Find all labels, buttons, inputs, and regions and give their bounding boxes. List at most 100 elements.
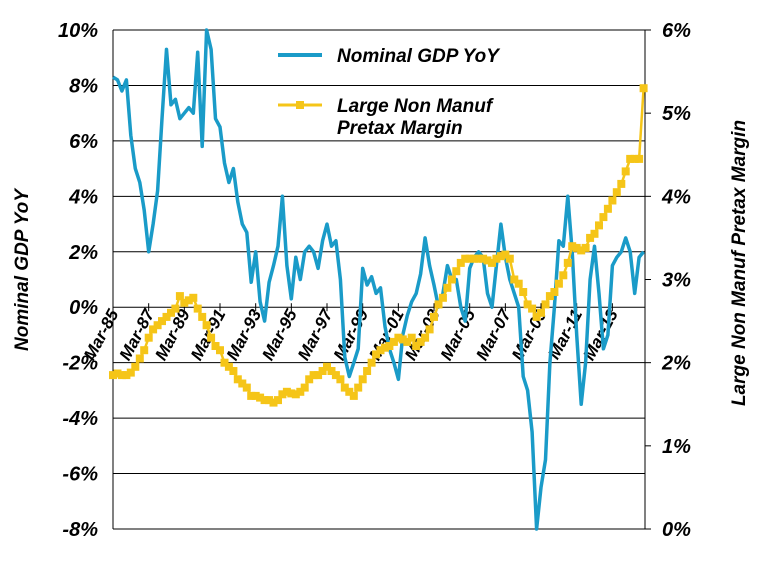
margin-point <box>131 362 140 371</box>
margin-point <box>211 342 220 350</box>
margin-point <box>456 258 465 267</box>
margin-point <box>532 312 541 321</box>
margin-point <box>389 337 398 346</box>
margin-point <box>269 398 278 407</box>
margin-point <box>158 317 166 326</box>
margin-point <box>505 254 514 263</box>
margin-point <box>621 167 630 176</box>
margin-point <box>595 221 603 230</box>
margin-point <box>447 275 456 284</box>
margin-point <box>220 358 229 367</box>
left-tick-label: 6% <box>69 131 98 153</box>
right-tick-label: 1% <box>662 436 691 458</box>
margin-point <box>171 304 180 313</box>
margin-point <box>550 288 559 296</box>
margin-point <box>331 371 340 380</box>
margin-point <box>274 396 282 405</box>
margin-point <box>492 254 501 263</box>
left-tick-label: 0% <box>69 297 98 319</box>
margin-point <box>617 179 626 188</box>
margin-point <box>510 275 519 284</box>
margin-point <box>376 346 385 355</box>
plot-lines <box>109 28 648 531</box>
margin-point <box>224 362 233 371</box>
margin-point <box>309 371 318 380</box>
margin-point <box>354 383 363 392</box>
margin-point <box>608 196 617 205</box>
margin-point <box>563 258 572 267</box>
margin-point <box>113 369 122 378</box>
margin-point <box>260 396 269 405</box>
legend: Nominal GDP YoY Large Non Manuf Pretax M… <box>278 46 501 139</box>
margin-point <box>470 254 479 263</box>
margin-point <box>639 84 648 93</box>
margin-point <box>162 312 171 321</box>
legend-margin-marker <box>296 101 304 109</box>
margin-point <box>265 396 274 405</box>
margin-point <box>398 335 407 344</box>
margin-point <box>483 256 492 265</box>
margin-point <box>202 321 211 330</box>
left-tick-label: 4% <box>68 186 98 208</box>
left-axis-ticks: -8% -6% -4% -2% 0% 2% 4% 6% 8% 10% <box>58 20 98 541</box>
margin-point <box>247 391 256 400</box>
margin-point <box>367 358 376 367</box>
right-axis-ticks: 0% 1% 2% 3% 4% 5% 6% <box>645 20 691 541</box>
right-tick-label: 2% <box>661 353 691 375</box>
margin-point <box>519 288 528 296</box>
margin-point <box>501 250 510 259</box>
margin-point <box>198 312 207 321</box>
margin-point <box>421 333 430 342</box>
margin-point <box>434 300 443 309</box>
left-tick-label: -6% <box>62 464 98 486</box>
margin-point <box>153 321 162 330</box>
margin-point <box>403 337 412 346</box>
margin-point <box>635 154 644 163</box>
margin-point <box>251 391 260 400</box>
margin-point <box>586 233 595 242</box>
margin-point <box>479 254 488 263</box>
margin-point <box>291 390 300 399</box>
margin-point <box>461 254 470 263</box>
margin-point <box>385 342 394 350</box>
margin-point <box>358 375 367 384</box>
margin-point <box>238 379 247 388</box>
margin-point <box>381 343 389 352</box>
margin-point <box>300 383 309 392</box>
margin-point <box>474 254 483 263</box>
margin-point <box>523 300 532 309</box>
margin-point <box>167 308 175 317</box>
margin-point <box>340 383 349 392</box>
margin-point <box>514 279 523 288</box>
margin-point <box>122 371 131 380</box>
margin-point <box>443 283 452 292</box>
right-axis-title: Large Non Manuf Pretax Margin <box>729 120 750 406</box>
margin-point <box>568 242 577 251</box>
right-tick-label: 5% <box>662 103 691 125</box>
right-tick-label: 4% <box>661 186 691 208</box>
margin-point <box>599 213 608 222</box>
margin-point <box>412 342 421 350</box>
margin-point <box>345 387 354 396</box>
right-tick-label: 0% <box>662 519 691 541</box>
left-tick-label: -4% <box>62 408 98 430</box>
left-tick-label: 8% <box>69 75 98 97</box>
left-tick-label: -2% <box>62 353 98 375</box>
margin-point <box>189 293 198 302</box>
margin-point <box>193 304 202 313</box>
margin-point <box>180 298 189 307</box>
margin-point <box>140 346 149 355</box>
left-tick-label: 2% <box>68 242 98 264</box>
margin-point <box>233 375 242 384</box>
margin-point <box>465 254 474 263</box>
margin-point <box>394 333 403 342</box>
margin-point <box>175 292 184 301</box>
margin-point <box>184 296 193 305</box>
margin-point <box>278 390 287 399</box>
margin-point <box>372 350 381 359</box>
margin-point <box>572 243 581 252</box>
margin-point <box>323 362 331 371</box>
margin-point <box>135 354 144 363</box>
series-line-0 <box>112 28 645 531</box>
